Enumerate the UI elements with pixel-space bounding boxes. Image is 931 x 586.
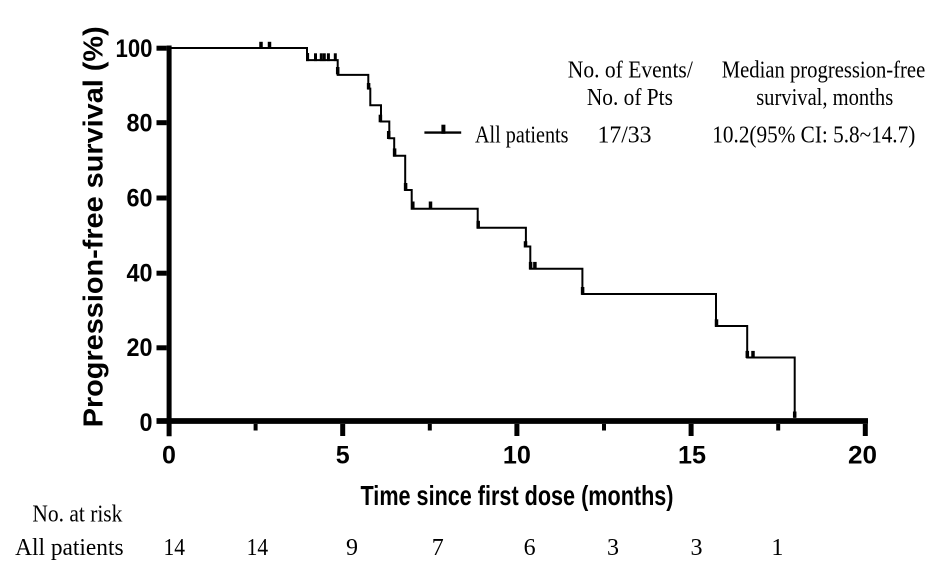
svg-text:No. at risk: No. at risk bbox=[32, 502, 122, 528]
svg-text:survival, months: survival, months bbox=[756, 85, 893, 111]
svg-text:10.2(95% CI: 5.8~14.7): 10.2(95% CI: 5.8~14.7) bbox=[712, 123, 915, 149]
svg-text:3: 3 bbox=[691, 535, 703, 561]
svg-text:60: 60 bbox=[127, 185, 153, 213]
svg-text:All patients: All patients bbox=[15, 535, 124, 561]
svg-text:20: 20 bbox=[848, 441, 877, 469]
svg-text:Time since first dose (months): Time since first dose (months) bbox=[361, 480, 674, 511]
svg-text:7: 7 bbox=[432, 535, 444, 561]
svg-text:15: 15 bbox=[678, 441, 706, 469]
svg-text:100: 100 bbox=[116, 35, 153, 63]
svg-text:14: 14 bbox=[247, 535, 269, 561]
svg-text:0: 0 bbox=[140, 409, 153, 437]
svg-text:6: 6 bbox=[524, 535, 536, 561]
svg-text:No. of Events/: No. of Events/ bbox=[568, 57, 693, 83]
svg-text:All patients: All patients bbox=[475, 123, 569, 149]
svg-text:17/33: 17/33 bbox=[598, 123, 652, 149]
svg-text:9: 9 bbox=[346, 535, 358, 561]
svg-text:No. of Pts: No. of Pts bbox=[587, 85, 673, 111]
svg-text:Progression-free survival (%): Progression-free survival (%) bbox=[78, 26, 109, 427]
svg-text:1: 1 bbox=[771, 535, 783, 561]
svg-text:20: 20 bbox=[127, 334, 153, 362]
svg-text:14: 14 bbox=[164, 535, 186, 561]
svg-text:10: 10 bbox=[503, 441, 531, 469]
svg-text:Median progression-free: Median progression-free bbox=[722, 57, 926, 83]
svg-text:5: 5 bbox=[336, 441, 350, 469]
svg-text:40: 40 bbox=[127, 259, 153, 287]
svg-text:0: 0 bbox=[162, 441, 176, 469]
svg-text:80: 80 bbox=[127, 110, 153, 138]
svg-text:3: 3 bbox=[607, 535, 619, 561]
